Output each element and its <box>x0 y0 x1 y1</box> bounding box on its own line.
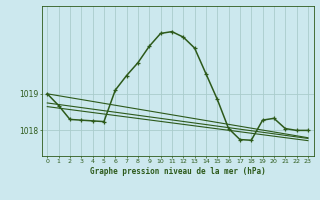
X-axis label: Graphe pression niveau de la mer (hPa): Graphe pression niveau de la mer (hPa) <box>90 167 266 176</box>
